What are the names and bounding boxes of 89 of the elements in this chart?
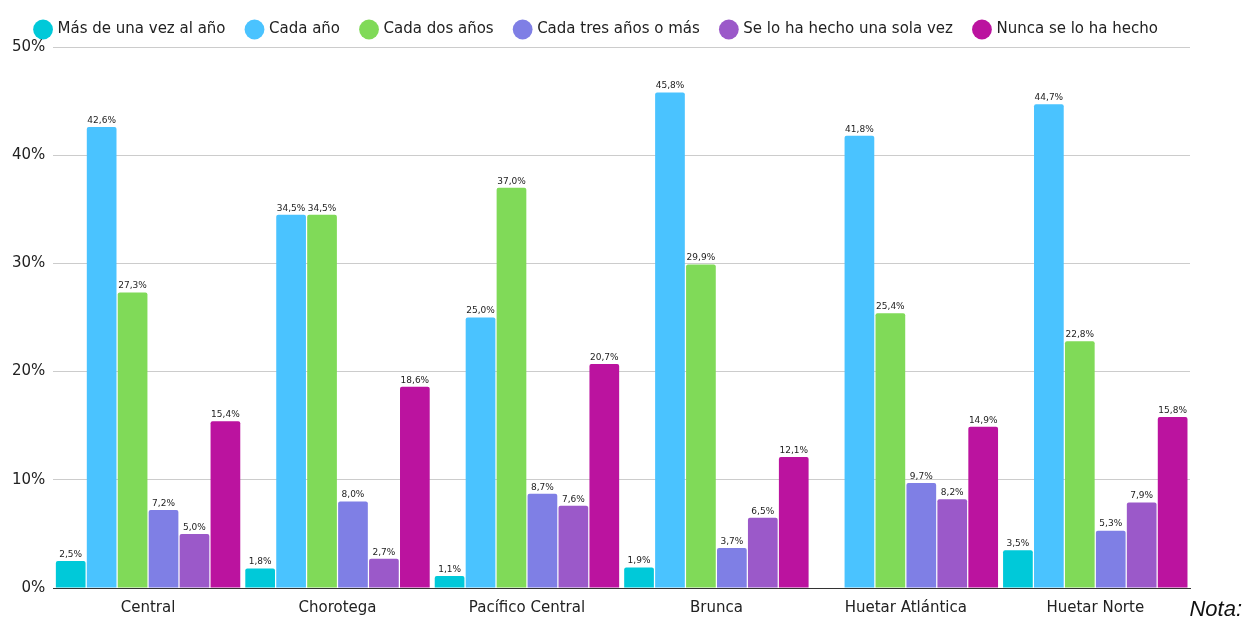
bar xyxy=(86,127,117,588)
bar xyxy=(148,510,179,588)
x-tick-label: Chorotega xyxy=(298,597,377,616)
bar xyxy=(906,483,937,588)
legend-label: Cada tres años o más xyxy=(537,19,701,38)
bar xyxy=(875,313,906,588)
data-label: 8,7% xyxy=(530,481,555,492)
y-tick-label: 20% xyxy=(12,361,46,380)
data-label: 8,2% xyxy=(940,487,965,498)
data-label: 34,5% xyxy=(276,202,306,213)
data-label: 15,4% xyxy=(211,409,241,420)
data-label: 1,8% xyxy=(248,556,273,567)
data-label: 41,8% xyxy=(845,123,875,134)
bar xyxy=(465,317,496,588)
data-label: 1,9% xyxy=(627,555,651,566)
data-label: 5,0% xyxy=(183,521,207,532)
x-tick-label: Huetar Norte xyxy=(1046,597,1145,616)
data-label: 7,9% xyxy=(1130,490,1154,501)
legend-label: Se lo ha hecho una sola vez xyxy=(743,19,954,38)
bar xyxy=(369,558,399,588)
bar xyxy=(717,547,747,588)
bar xyxy=(307,214,337,588)
bar xyxy=(400,386,430,588)
data-label: 3,5% xyxy=(1006,537,1030,548)
bar xyxy=(1003,550,1033,588)
y-tick-label: 0% xyxy=(21,577,46,596)
data-label: 6,5% xyxy=(751,505,775,516)
data-label: 1,1% xyxy=(438,563,462,574)
data-label: 25,0% xyxy=(466,305,496,316)
bar xyxy=(338,501,368,588)
bar xyxy=(245,568,275,588)
legend-label: Nunca se lo ha hecho xyxy=(996,19,1158,38)
bar xyxy=(179,533,210,588)
bar xyxy=(589,364,620,588)
bar xyxy=(1064,341,1095,588)
data-label: 14,9% xyxy=(968,414,998,425)
bar xyxy=(655,92,685,588)
bar xyxy=(117,292,148,588)
bar xyxy=(1034,104,1064,588)
bar xyxy=(1095,530,1126,588)
legend-label: Más de una vez al año xyxy=(57,19,226,38)
x-tick-label: Central xyxy=(120,597,176,616)
data-label: 34,5% xyxy=(307,202,337,213)
data-label: 5,3% xyxy=(1099,518,1123,529)
data-label: 9,7% xyxy=(909,470,934,481)
data-label: 2,5% xyxy=(59,548,83,559)
bar xyxy=(844,135,875,588)
bar xyxy=(527,493,558,588)
y-tick-label: 30% xyxy=(12,253,46,272)
data-label: 25,4% xyxy=(876,301,906,312)
data-label: 29,9% xyxy=(686,252,716,263)
legend-label: Cada año xyxy=(269,19,341,38)
bar xyxy=(778,457,809,588)
data-label: 15,8% xyxy=(1158,404,1188,415)
x-tick-label: Huetar Atlántica xyxy=(844,597,967,616)
data-label: 42,6% xyxy=(87,114,117,125)
text: Nota: xyxy=(1189,596,1242,622)
bar xyxy=(686,264,716,588)
bar xyxy=(210,421,241,588)
bar xyxy=(624,567,654,588)
data-label: 45,8% xyxy=(655,80,685,91)
x-tick-label: Pacífico Central xyxy=(468,597,586,616)
bar xyxy=(558,505,589,588)
bar xyxy=(496,187,527,588)
bar xyxy=(276,214,306,588)
bar xyxy=(1157,417,1188,588)
data-label: 7,2% xyxy=(152,497,176,508)
data-label: 27,3% xyxy=(118,280,148,291)
y-tick-label: 10% xyxy=(12,469,46,488)
data-label: 20,7% xyxy=(590,351,620,362)
data-label: 37,0% xyxy=(497,175,527,186)
data-label: 44,7% xyxy=(1034,92,1064,103)
bar xyxy=(434,576,465,588)
data-label: 2,7% xyxy=(372,546,396,557)
data-label: 3,7% xyxy=(720,535,744,546)
data-label: 22,8% xyxy=(1065,329,1095,340)
bar xyxy=(968,426,999,588)
data-label: 12,1% xyxy=(779,444,809,455)
y-tick-label: 50% xyxy=(12,36,46,55)
bar xyxy=(747,517,778,588)
bar xyxy=(937,499,968,588)
data-label: 8,0% xyxy=(341,489,365,500)
y-tick-label: 40% xyxy=(12,145,46,164)
data-label: 7,6% xyxy=(561,493,586,504)
bar xyxy=(1126,502,1157,588)
x-tick-label: Brunca xyxy=(689,597,743,616)
data-label: 18,6% xyxy=(400,374,430,385)
legend-label: Cada dos años xyxy=(383,19,494,38)
bar xyxy=(55,560,86,588)
